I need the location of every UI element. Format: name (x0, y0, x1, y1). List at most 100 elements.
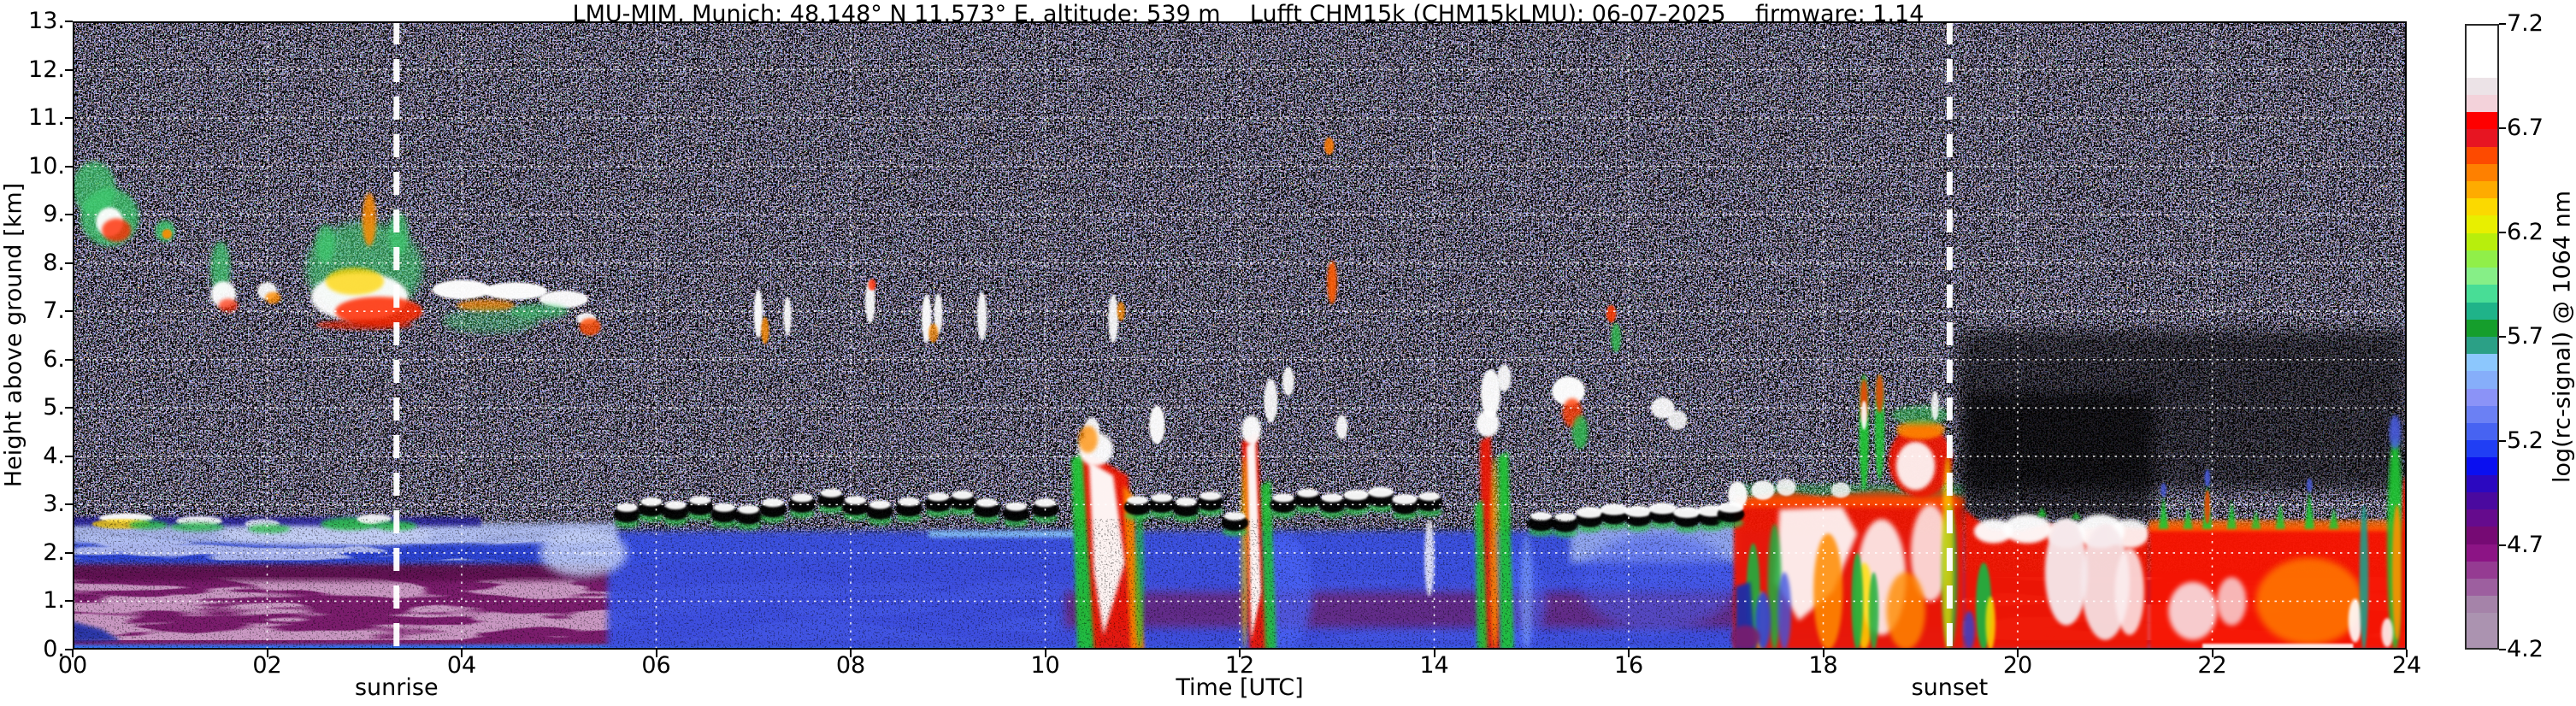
x-axis-tick (655, 650, 657, 657)
colorbar-segment (2467, 163, 2497, 181)
plot-feature (1651, 397, 1675, 419)
plot-feature (761, 317, 769, 344)
colorbar-segment (2467, 336, 2497, 355)
plot-feature (1552, 376, 1585, 406)
y-tick-label: 7. (43, 297, 65, 325)
cloud-base-top (1672, 506, 1701, 519)
y-axis-tick (65, 600, 73, 603)
y-axis-tick (65, 358, 73, 361)
cloud-base-top (1624, 505, 1653, 517)
plot-feature (2002, 514, 2052, 544)
x-axis-tick (266, 650, 268, 657)
colorbar-segment (2467, 630, 2497, 648)
cloud-base-top (1648, 503, 1677, 515)
x-tick-label: 14 (1419, 652, 1449, 679)
plot-feature (2389, 415, 2402, 450)
plot-feature (1910, 504, 1950, 602)
x-tick-label: 04 (446, 652, 477, 679)
colorbar-segment (2467, 43, 2497, 61)
x-axis-tick (1044, 650, 1046, 657)
plot-feature (162, 229, 173, 239)
plot-feature (2381, 618, 2394, 648)
colorbar-tick (2499, 336, 2506, 338)
cloud-base-top (1151, 493, 1173, 503)
x-tick-label: 08 (835, 652, 866, 679)
cloud-base-top (640, 497, 663, 507)
plot-feature (1886, 572, 1925, 650)
plot-feature (210, 241, 231, 295)
plot-feature (934, 293, 943, 334)
plot-feature (2044, 519, 2088, 626)
colorbar-segment (2467, 371, 2497, 389)
plot-feature (2329, 507, 2339, 529)
colorbar-tick-label: 5.2 (2507, 427, 2544, 454)
cloud-base-top (1200, 491, 1222, 501)
y-axis-tick (65, 551, 73, 554)
plot-feature (539, 290, 588, 309)
y-axis-tick (65, 262, 73, 264)
y-tick-label: 8. (43, 249, 65, 276)
y-axis-tick (65, 310, 73, 313)
plot-feature (1851, 552, 1864, 650)
x-axis-tick (1628, 650, 1630, 657)
plot-feature (1728, 481, 1748, 509)
x-axis-tick (1822, 650, 1824, 657)
cloud-base-top (976, 498, 998, 508)
y-axis-tick (65, 214, 73, 216)
plot-feature (1078, 426, 1098, 453)
colorbar-segment (2467, 319, 2497, 337)
colorbar-segment (2467, 26, 2497, 44)
plot-content (73, 21, 2407, 650)
cloud-base-top (1127, 496, 1149, 505)
plot-feature (1895, 420, 1945, 440)
plot-feature (1830, 482, 1851, 498)
plot-feature (2306, 478, 2313, 493)
cloud-base-top (1392, 494, 1418, 505)
plot-feature (1335, 415, 1348, 440)
y-tick-label: 3. (43, 491, 65, 518)
colorbar-segment (2467, 250, 2497, 268)
colorbar-label: log(rc-signal) @ 1064 nm (2549, 190, 2576, 484)
cloud-base-top (1576, 506, 1604, 519)
plot-feature (1572, 415, 1589, 450)
plot-feature (1777, 572, 1791, 650)
y-axis-tick (65, 455, 73, 457)
x-tick-label: 20 (2002, 652, 2033, 679)
cloud-base-top (1175, 497, 1197, 507)
cloud-base-top (1600, 503, 1629, 515)
y-axis-tick (65, 407, 73, 409)
colorbar-segment (2467, 198, 2497, 216)
plot-feature (1108, 294, 1118, 343)
plot-feature (1606, 304, 1617, 323)
cloud-base-top (664, 500, 687, 510)
cloud-base-top (1034, 498, 1057, 508)
colorbar-tick-label: 5.7 (2507, 323, 2544, 350)
y-tick-label: 1. (43, 587, 65, 615)
plot-feature (1264, 379, 1278, 423)
plot-feature (2204, 469, 2211, 487)
plot-feature (1868, 572, 1879, 650)
plot-feature (1931, 391, 1939, 421)
plot-feature (1860, 400, 1867, 430)
plot-feature (2202, 644, 2354, 650)
colorbar-segment (2467, 146, 2497, 164)
plot-feature (2071, 511, 2081, 520)
x-axis-tick (2406, 650, 2408, 657)
cloud-base-top (1718, 502, 1744, 513)
plot-feature (1611, 323, 1621, 353)
plot-feature (1282, 367, 1294, 397)
plot-feature (1241, 415, 1262, 444)
plot-feature (362, 192, 376, 246)
plot-feature (1751, 480, 1775, 500)
x-tick-label: 16 (1613, 652, 1644, 679)
plot-feature (1895, 441, 1936, 491)
cloud-base-top (762, 498, 784, 508)
cloud-base-top (1297, 488, 1319, 497)
cloud-base-top (616, 503, 638, 512)
y-axis-tick (65, 649, 73, 650)
colorbar-tick (2499, 127, 2506, 129)
bl-noise (73, 519, 1736, 650)
plot-feature (1875, 374, 1884, 413)
y-tick-label: 5. (43, 394, 65, 421)
y-tick-label: 6. (43, 345, 65, 373)
